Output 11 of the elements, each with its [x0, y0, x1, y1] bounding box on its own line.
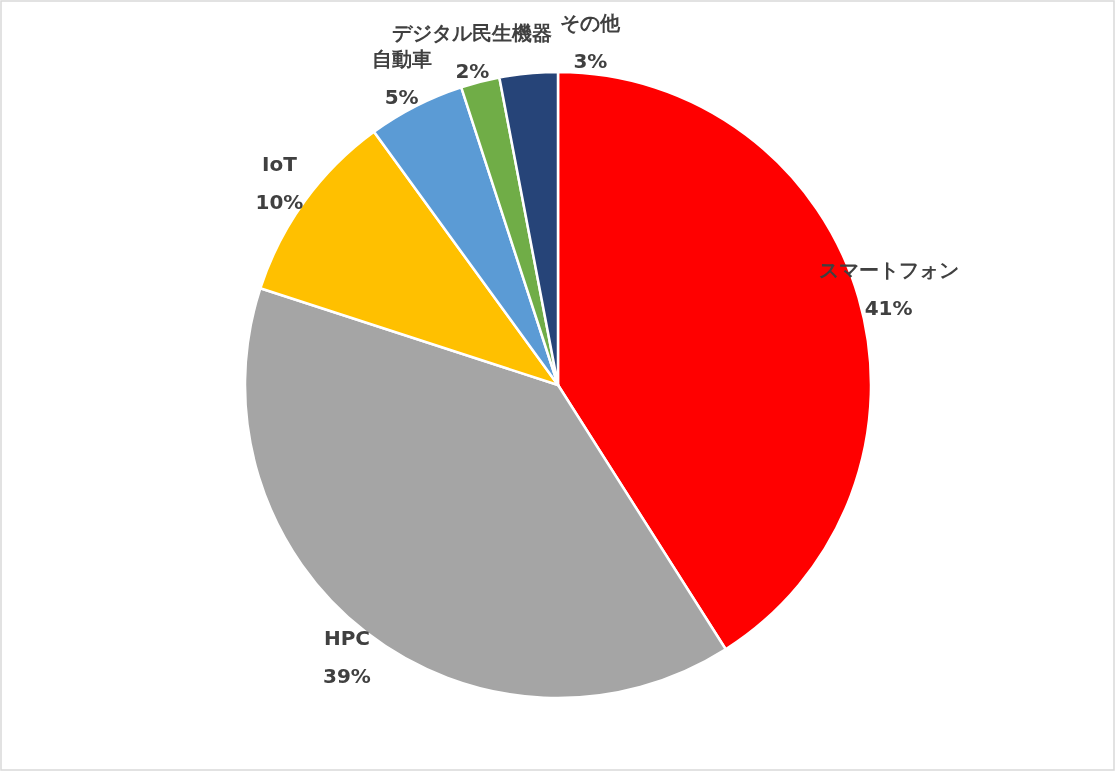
slice-label: デジタル民生機器 — [392, 20, 553, 45]
data-label: 2% — [455, 58, 490, 83]
data-label: 39% — [323, 664, 371, 689]
data-label: 10% — [255, 189, 304, 214]
data-label: 5% — [384, 85, 419, 110]
slice-label: 自動車 — [371, 47, 432, 72]
data-label: 3% — [573, 49, 608, 74]
data-label: 41% — [864, 295, 913, 320]
slice-label: IoT — [262, 151, 298, 176]
slice-label: HPC — [323, 626, 371, 651]
slice-label: その他 — [560, 11, 622, 36]
